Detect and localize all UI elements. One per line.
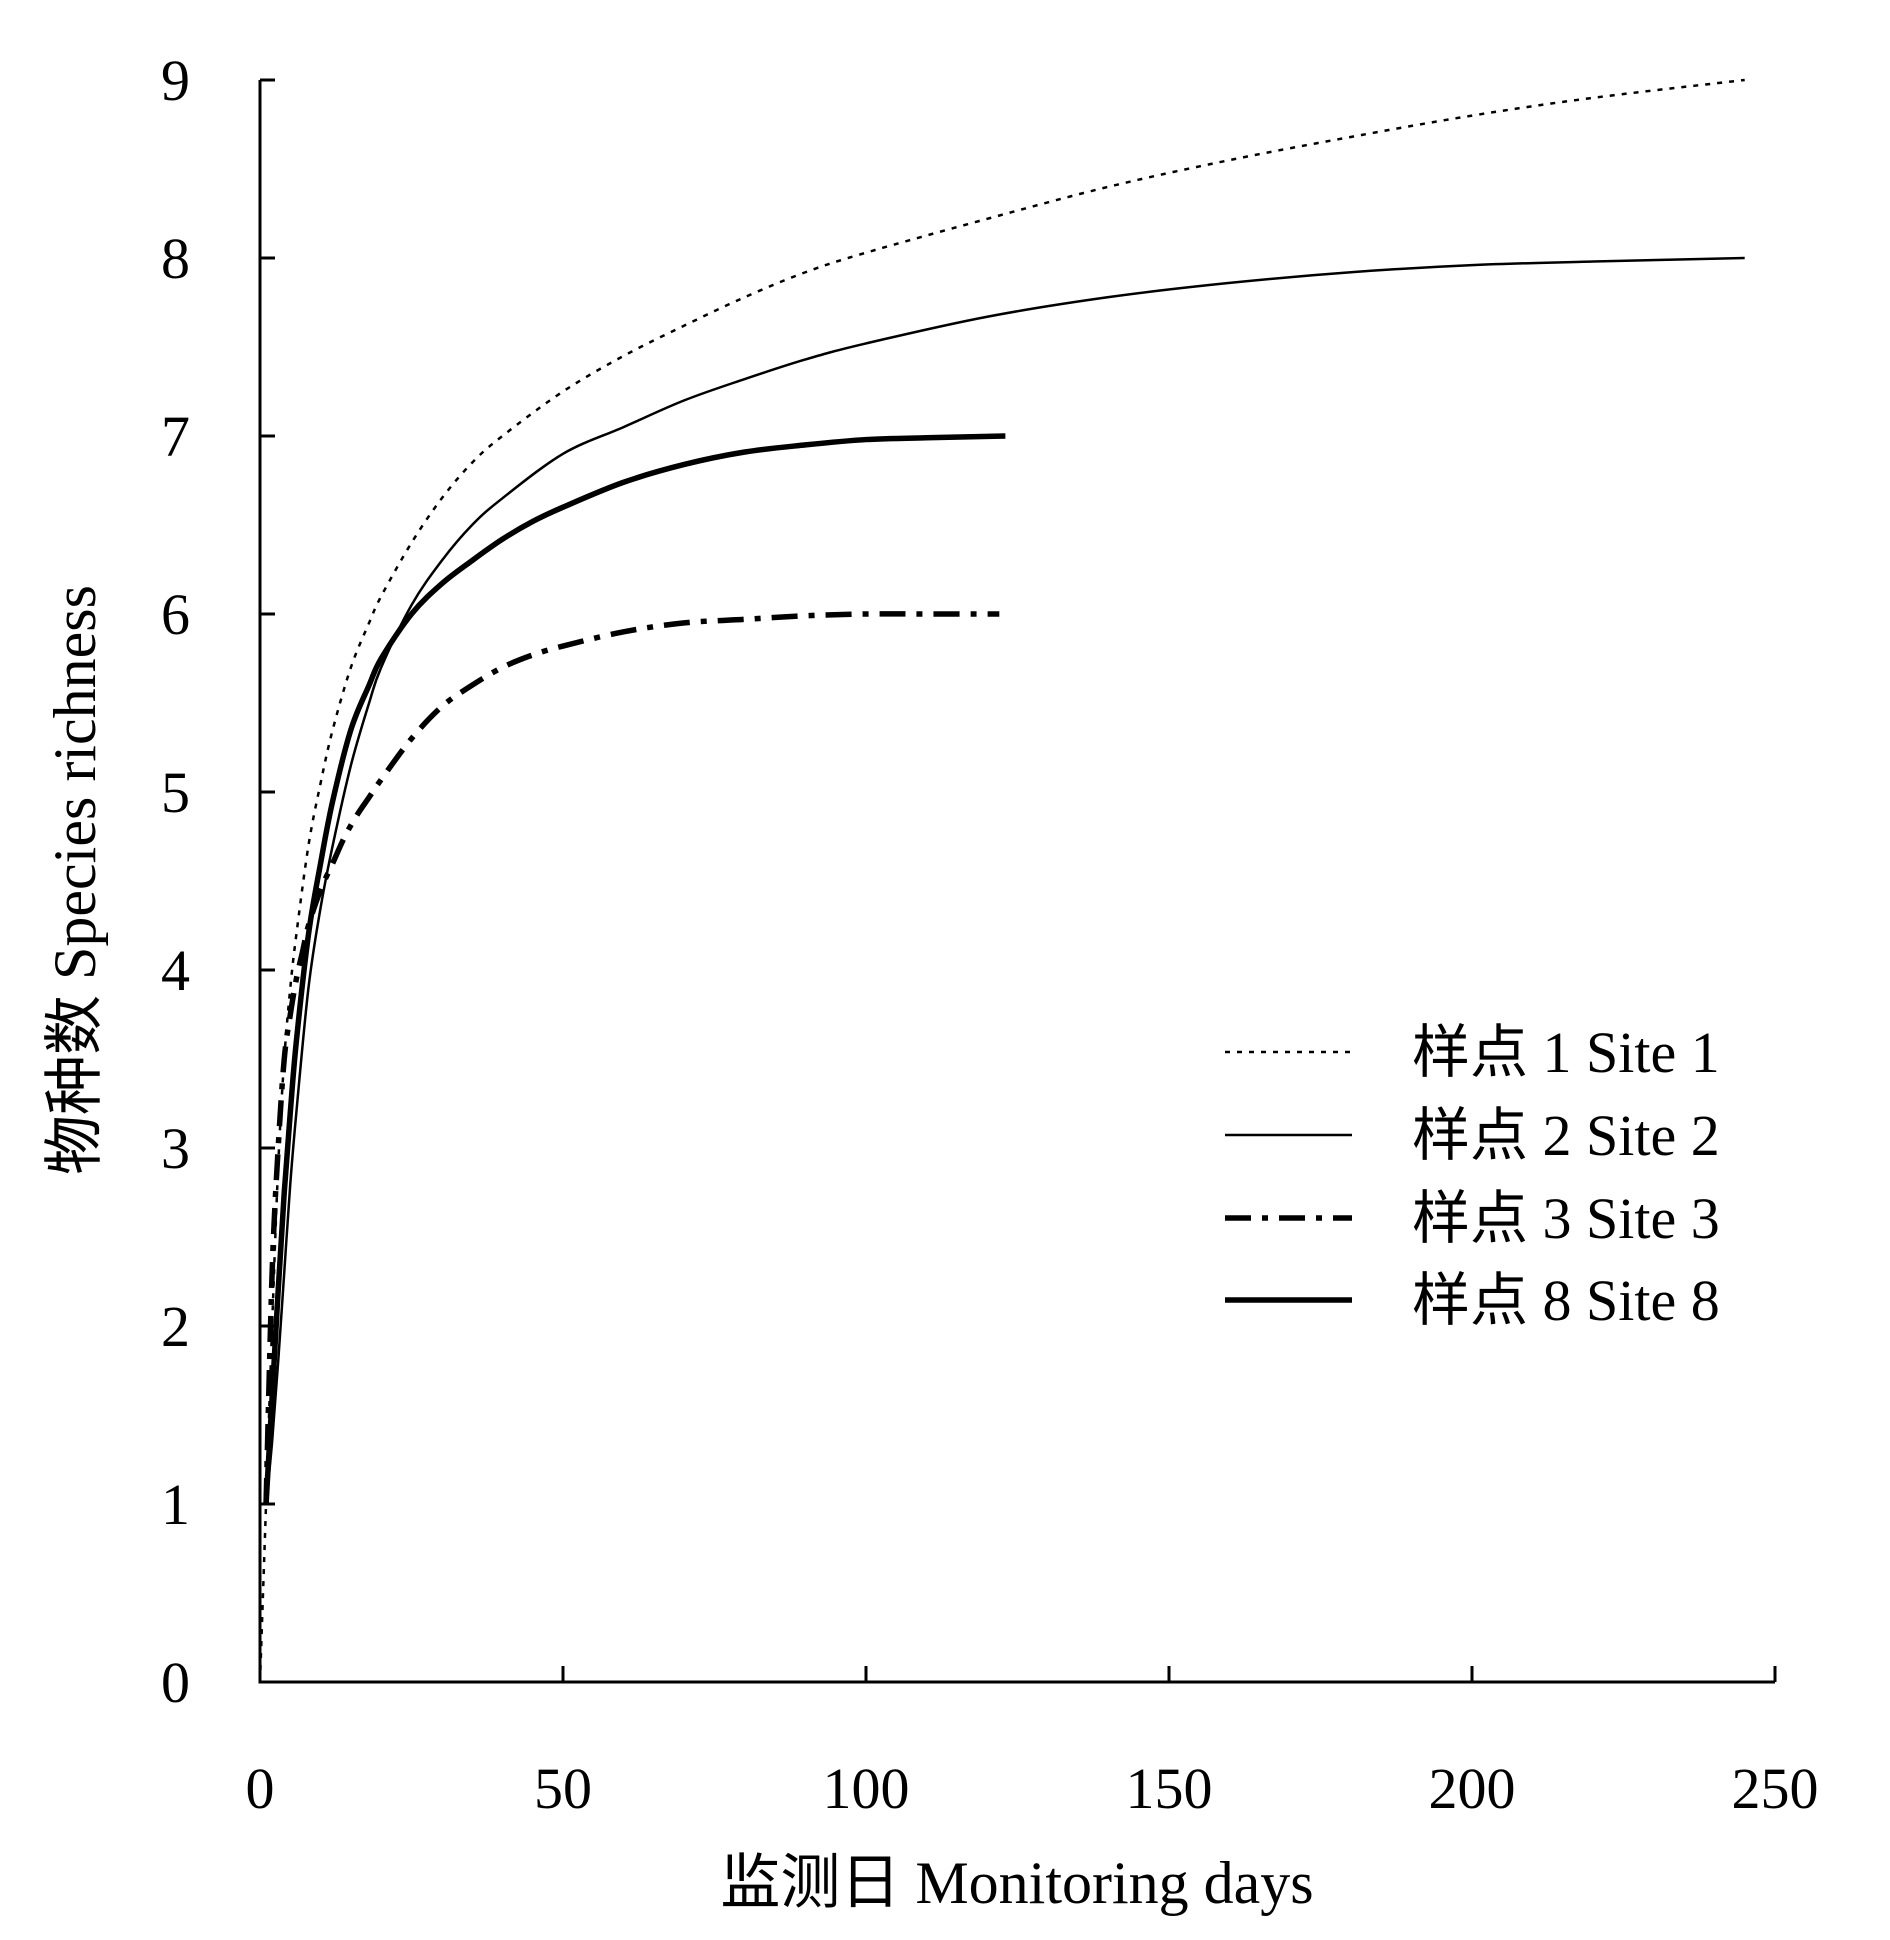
legend: 样点 1 Site 1 样点 2 Site 2 样点 3 Site 3 样点 8 Si… (1225, 1020, 1720, 1333)
y-tick-label: 4 (161, 938, 190, 1003)
y-tick-label: 0 (161, 1650, 190, 1715)
axes (258, 80, 1775, 1684)
y-tick-label: 1 (161, 1472, 190, 1537)
y-axis-title: 物种数 Species richness (42, 585, 108, 1175)
x-tick-label: 0 (246, 1756, 275, 1821)
series-line-3 (263, 611, 1000, 1505)
x-axis-title: 监测日 Monitoring days (720, 1850, 1313, 1916)
x-tick-label: 50 (534, 1756, 592, 1821)
y-tick-label: 5 (161, 760, 190, 825)
legend-label-3: 样点 3 Site 3 (1412, 1186, 1720, 1251)
x-tick-label: 250 (1732, 1756, 1819, 1821)
series-layer (258, 78, 1745, 1683)
y-tick-label: 2 (161, 1294, 190, 1359)
series-line-1 (258, 78, 1745, 1683)
x-tick-label: 200 (1429, 1756, 1516, 1821)
x-tick-label: 150 (1126, 1756, 1213, 1821)
x-tick-label: 100 (823, 1756, 910, 1821)
y-tick-label: 3 (161, 1116, 190, 1181)
y-tick-label: 7 (161, 404, 190, 469)
y-tick-label: 8 (161, 226, 190, 291)
y-tick-label: 9 (161, 48, 190, 113)
series-line-4 (263, 433, 1006, 1505)
y-tick-label: 6 (161, 582, 190, 647)
x-ticks: 0 50 100 150 200 250 (246, 1666, 1819, 1821)
series-line-2 (264, 256, 1745, 1505)
legend-label-1: 样点 1 Site 1 (1412, 1020, 1720, 1085)
y-ticks: 0 1 2 3 4 5 6 7 8 9 (161, 48, 275, 1715)
legend-label-2: 样点 2 Site 2 (1412, 1103, 1720, 1168)
legend-label-4: 样点 8 Site 8 (1412, 1268, 1720, 1333)
